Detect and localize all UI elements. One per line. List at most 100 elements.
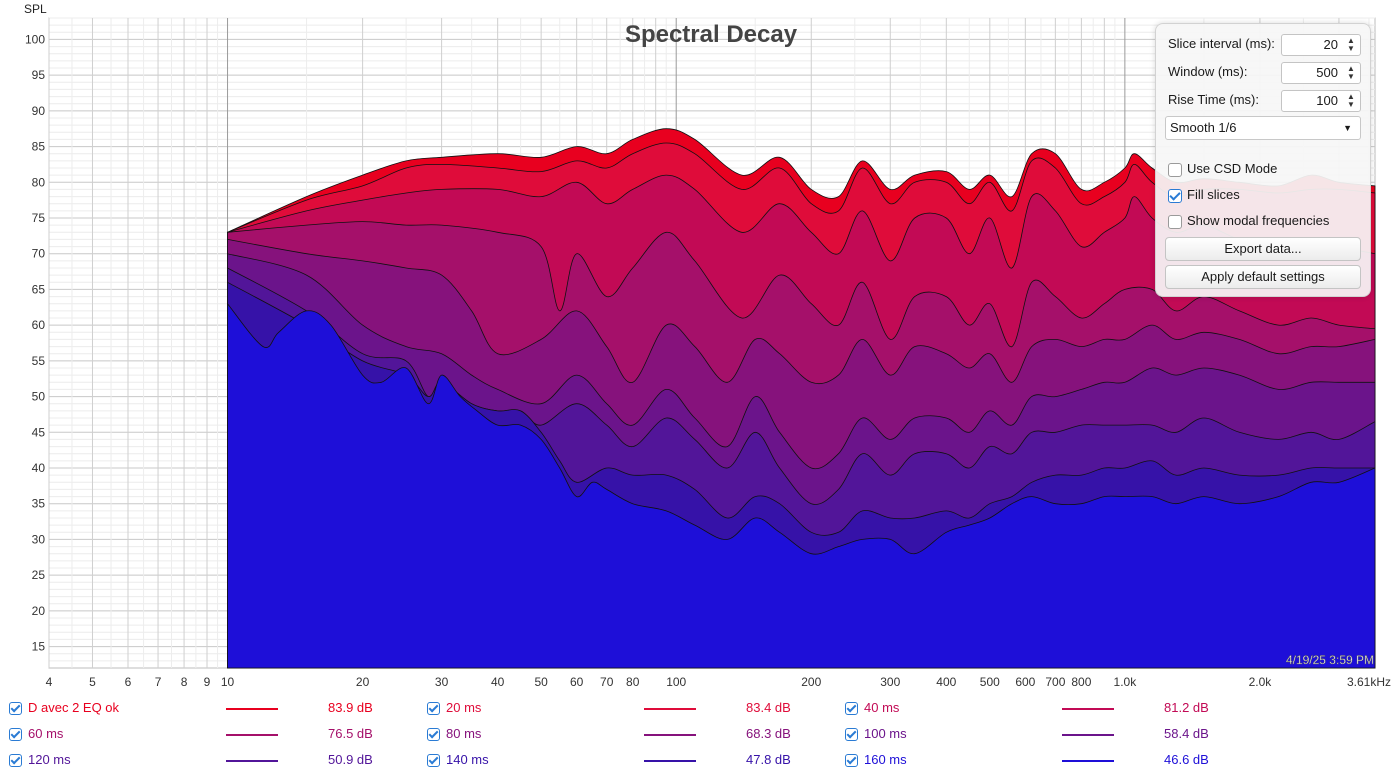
slice-interval-value: 20 xyxy=(1323,37,1338,52)
legend-line-swatch xyxy=(644,734,696,736)
legend-checkbox[interactable] xyxy=(9,754,22,767)
slice-interval-label: Slice interval (ms): xyxy=(1168,36,1275,51)
legend-checkbox[interactable] xyxy=(427,702,440,715)
window-value: 500 xyxy=(1316,65,1338,80)
show-modal-checkbox[interactable] xyxy=(1168,215,1182,229)
export-data-button[interactable]: Export data... xyxy=(1165,237,1361,261)
x-tick-label: 5 xyxy=(89,675,96,689)
use-csd-label: Use CSD Mode xyxy=(1187,161,1278,176)
window-stepper[interactable]: 500 ▲ ▼ xyxy=(1281,62,1361,84)
y-tick-label: 55 xyxy=(32,354,46,368)
legend-checkbox[interactable] xyxy=(845,728,858,741)
legend-series-name: 140 ms xyxy=(446,752,489,767)
x-tick-label: 20 xyxy=(356,675,370,689)
x-tick-label: 2.0k xyxy=(1249,675,1273,689)
chart-title: Spectral Decay xyxy=(625,21,798,48)
decay-controls-panel: Slice interval (ms): 20 ▲ ▼ Window (ms): … xyxy=(1155,23,1371,297)
legend-checkbox[interactable] xyxy=(845,754,858,767)
y-tick-label: 100 xyxy=(25,32,45,46)
y-tick-label: 85 xyxy=(32,140,46,154)
y-tick-label: 75 xyxy=(32,211,46,225)
legend-checkbox[interactable] xyxy=(9,702,22,715)
x-tick-label: 9 xyxy=(204,675,211,689)
timestamp: 4/19/25 3:59 PM xyxy=(1286,653,1374,667)
legend-series-name: 60 ms xyxy=(28,726,64,741)
legend-value: 83.4 dB xyxy=(746,700,791,715)
legend-item[interactable]: 80 ms 68.3 dB xyxy=(426,724,836,744)
legend-value: 58.4 dB xyxy=(1164,726,1209,741)
decay-slices xyxy=(227,128,1376,669)
legend-line-swatch xyxy=(1062,708,1114,710)
legend-checkbox[interactable] xyxy=(427,728,440,741)
legend-item[interactable]: 160 ms 46.6 dB xyxy=(844,750,1254,770)
legend-value: 81.2 dB xyxy=(1164,700,1209,715)
x-tick-label: 60 xyxy=(570,675,584,689)
rise-time-value: 100 xyxy=(1316,93,1338,108)
apply-default-settings-button[interactable]: Apply default settings xyxy=(1165,265,1361,289)
x-tick-label: 200 xyxy=(801,675,821,689)
smoothing-select[interactable]: Smooth 1/6 ▼ xyxy=(1165,116,1361,140)
y-tick-label: 20 xyxy=(32,604,46,618)
legend-series-name: 40 ms xyxy=(864,700,900,715)
legend-item[interactable]: 20 ms 83.4 dB xyxy=(426,698,836,718)
y-tick-label: 70 xyxy=(32,247,46,261)
legend-line-swatch xyxy=(226,760,278,762)
rise-time-stepper[interactable]: 100 ▲ ▼ xyxy=(1281,90,1361,112)
x-tick-label: 1.0k xyxy=(1114,675,1138,689)
x-tick-label: 700 xyxy=(1045,675,1065,689)
legend-item[interactable]: 140 ms 47.8 dB xyxy=(426,750,836,770)
legend-line-swatch xyxy=(1062,734,1114,736)
x-tick-label: 400 xyxy=(936,675,956,689)
legend-series-name: D avec 2 EQ ok xyxy=(28,700,120,715)
y-tick-label: 50 xyxy=(32,390,46,404)
use-csd-checkbox[interactable] xyxy=(1168,163,1182,177)
legend-value: 47.8 dB xyxy=(746,752,791,767)
legend-checkbox[interactable] xyxy=(427,754,440,767)
x-tick-label: 40 xyxy=(491,675,505,689)
legend: D avec 2 EQ ok 83.9 dB 20 ms 83.4 dB 40 ms 81… xyxy=(0,696,1400,778)
legend-item[interactable]: D avec 2 EQ ok 83.9 dB xyxy=(8,698,418,718)
x-tick-label: 10 xyxy=(221,675,235,689)
legend-series-name: 80 ms xyxy=(446,726,482,741)
legend-value: 46.6 dB xyxy=(1164,752,1209,767)
slice-160-ms xyxy=(227,302,1376,669)
x-tick-label: 600 xyxy=(1015,675,1035,689)
x-tick-label: 3.61kHz xyxy=(1347,675,1391,689)
x-tick-label: 80 xyxy=(626,675,640,689)
y-tick-label: 40 xyxy=(32,461,46,475)
legend-item[interactable]: 40 ms 81.2 dB xyxy=(844,698,1254,718)
fill-slices-checkbox[interactable] xyxy=(1168,189,1182,203)
show-modal-label: Show modal frequencies xyxy=(1187,213,1330,228)
smoothing-value: Smooth 1/6 xyxy=(1170,120,1237,135)
legend-value: 50.9 dB xyxy=(328,752,373,767)
legend-item[interactable]: 120 ms 50.9 dB xyxy=(8,750,418,770)
y-axis-label: SPL xyxy=(24,2,47,16)
fill-slices-label: Fill slices xyxy=(1187,187,1240,202)
legend-item[interactable]: 60 ms 76.5 dB xyxy=(8,724,418,744)
stepper-arrows-icon[interactable]: ▲ ▼ xyxy=(1347,36,1355,53)
y-tick-label: 95 xyxy=(32,68,46,82)
x-tick-label: 70 xyxy=(600,675,614,689)
y-tick-label: 35 xyxy=(32,497,46,511)
rise-time-label: Rise Time (ms): xyxy=(1168,92,1259,107)
x-tick-label: 50 xyxy=(534,675,548,689)
stepper-arrows-icon[interactable]: ▲ ▼ xyxy=(1347,92,1355,109)
x-tick-label: 300 xyxy=(880,675,900,689)
x-tick-label: 4 xyxy=(46,675,53,689)
x-tick-label: 8 xyxy=(181,675,188,689)
y-tick-label: 15 xyxy=(32,640,46,654)
stepper-arrows-icon[interactable]: ▲ ▼ xyxy=(1347,64,1355,81)
legend-checkbox[interactable] xyxy=(9,728,22,741)
y-tick-label: 25 xyxy=(32,568,46,582)
legend-checkbox[interactable] xyxy=(845,702,858,715)
legend-line-swatch xyxy=(644,760,696,762)
window-label: Window (ms): xyxy=(1168,64,1248,79)
x-tick-label: 800 xyxy=(1071,675,1091,689)
chevron-down-icon: ▼ xyxy=(1343,123,1352,133)
legend-line-swatch xyxy=(1062,760,1114,762)
legend-item[interactable]: 100 ms 58.4 dB xyxy=(844,724,1254,744)
legend-line-swatch xyxy=(644,708,696,710)
slice-interval-stepper[interactable]: 20 ▲ ▼ xyxy=(1281,34,1361,56)
